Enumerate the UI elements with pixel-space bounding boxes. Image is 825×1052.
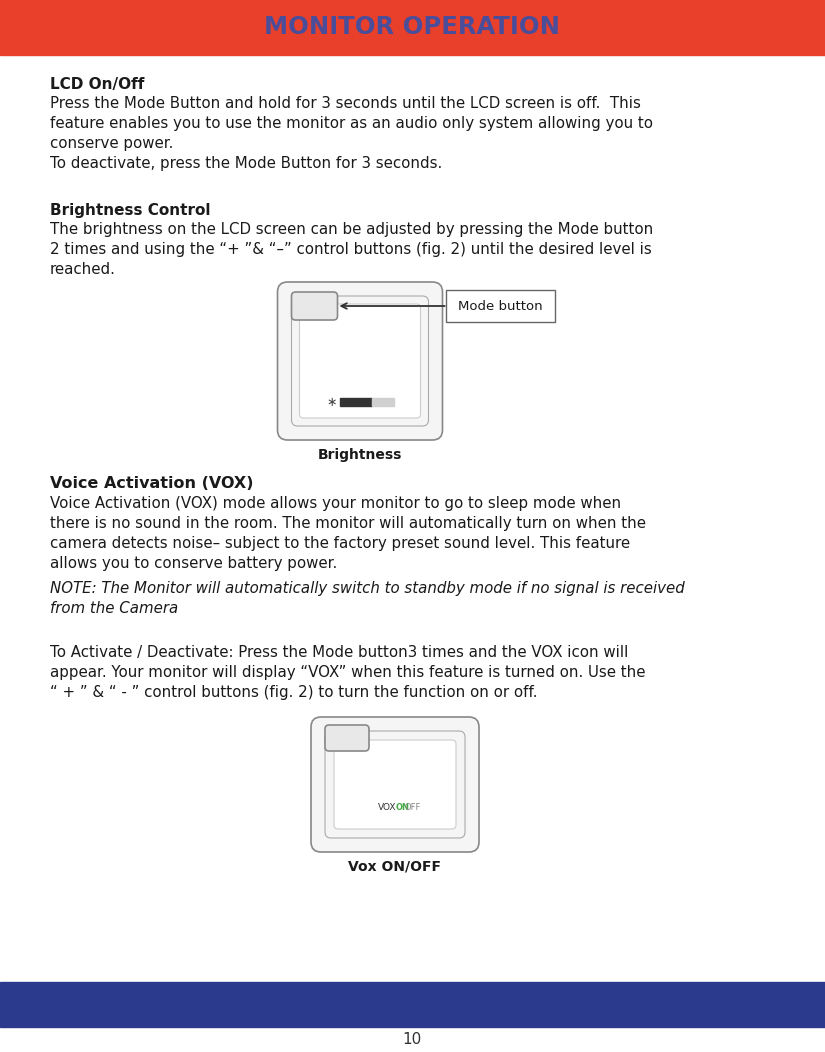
Bar <box>340 398 372 406</box>
Text: Mode button: Mode button <box>458 300 542 312</box>
FancyBboxPatch shape <box>325 725 369 751</box>
Text: The brightness on the LCD screen can be adjusted by pressing the Mode button
2 t: The brightness on the LCD screen can be … <box>50 222 653 277</box>
Text: MONITOR OPERATION: MONITOR OPERATION <box>264 16 560 40</box>
Text: To Activate / Deactivate: Press the Mode button3 times and the VOX icon will
app: To Activate / Deactivate: Press the Mode… <box>50 645 645 700</box>
FancyBboxPatch shape <box>277 282 442 440</box>
Bar <box>0 0 825 55</box>
Text: Voice Activation (VOX) mode allows your monitor to go to sleep mode when
there i: Voice Activation (VOX) mode allows your … <box>50 495 646 571</box>
Text: ON: ON <box>396 803 410 811</box>
FancyBboxPatch shape <box>446 290 554 322</box>
Text: ∗: ∗ <box>327 396 337 408</box>
Text: Vox ON/OFF: Vox ON/OFF <box>348 859 441 874</box>
Text: Brightness Control: Brightness Control <box>50 203 210 218</box>
Text: LCD On/Off: LCD On/Off <box>50 77 144 92</box>
Text: VOX: VOX <box>378 803 396 811</box>
FancyBboxPatch shape <box>334 740 456 829</box>
Text: Voice Activation (VOX): Voice Activation (VOX) <box>50 476 253 491</box>
Bar <box>372 398 394 406</box>
Text: 10: 10 <box>403 1032 422 1048</box>
FancyBboxPatch shape <box>291 292 337 320</box>
Text: OFF: OFF <box>405 803 422 811</box>
Text: NOTE: The Monitor will automatically switch to standby mode if no signal is rece: NOTE: The Monitor will automatically swi… <box>50 581 685 616</box>
FancyBboxPatch shape <box>325 731 465 838</box>
Text: Brightness: Brightness <box>318 448 403 462</box>
FancyBboxPatch shape <box>299 304 421 418</box>
Text: Press the Mode Button and hold for 3 seconds until the LCD screen is off.  This
: Press the Mode Button and hold for 3 sec… <box>50 96 653 171</box>
FancyBboxPatch shape <box>291 296 428 426</box>
Bar <box>0 982 825 1027</box>
FancyBboxPatch shape <box>311 717 479 852</box>
